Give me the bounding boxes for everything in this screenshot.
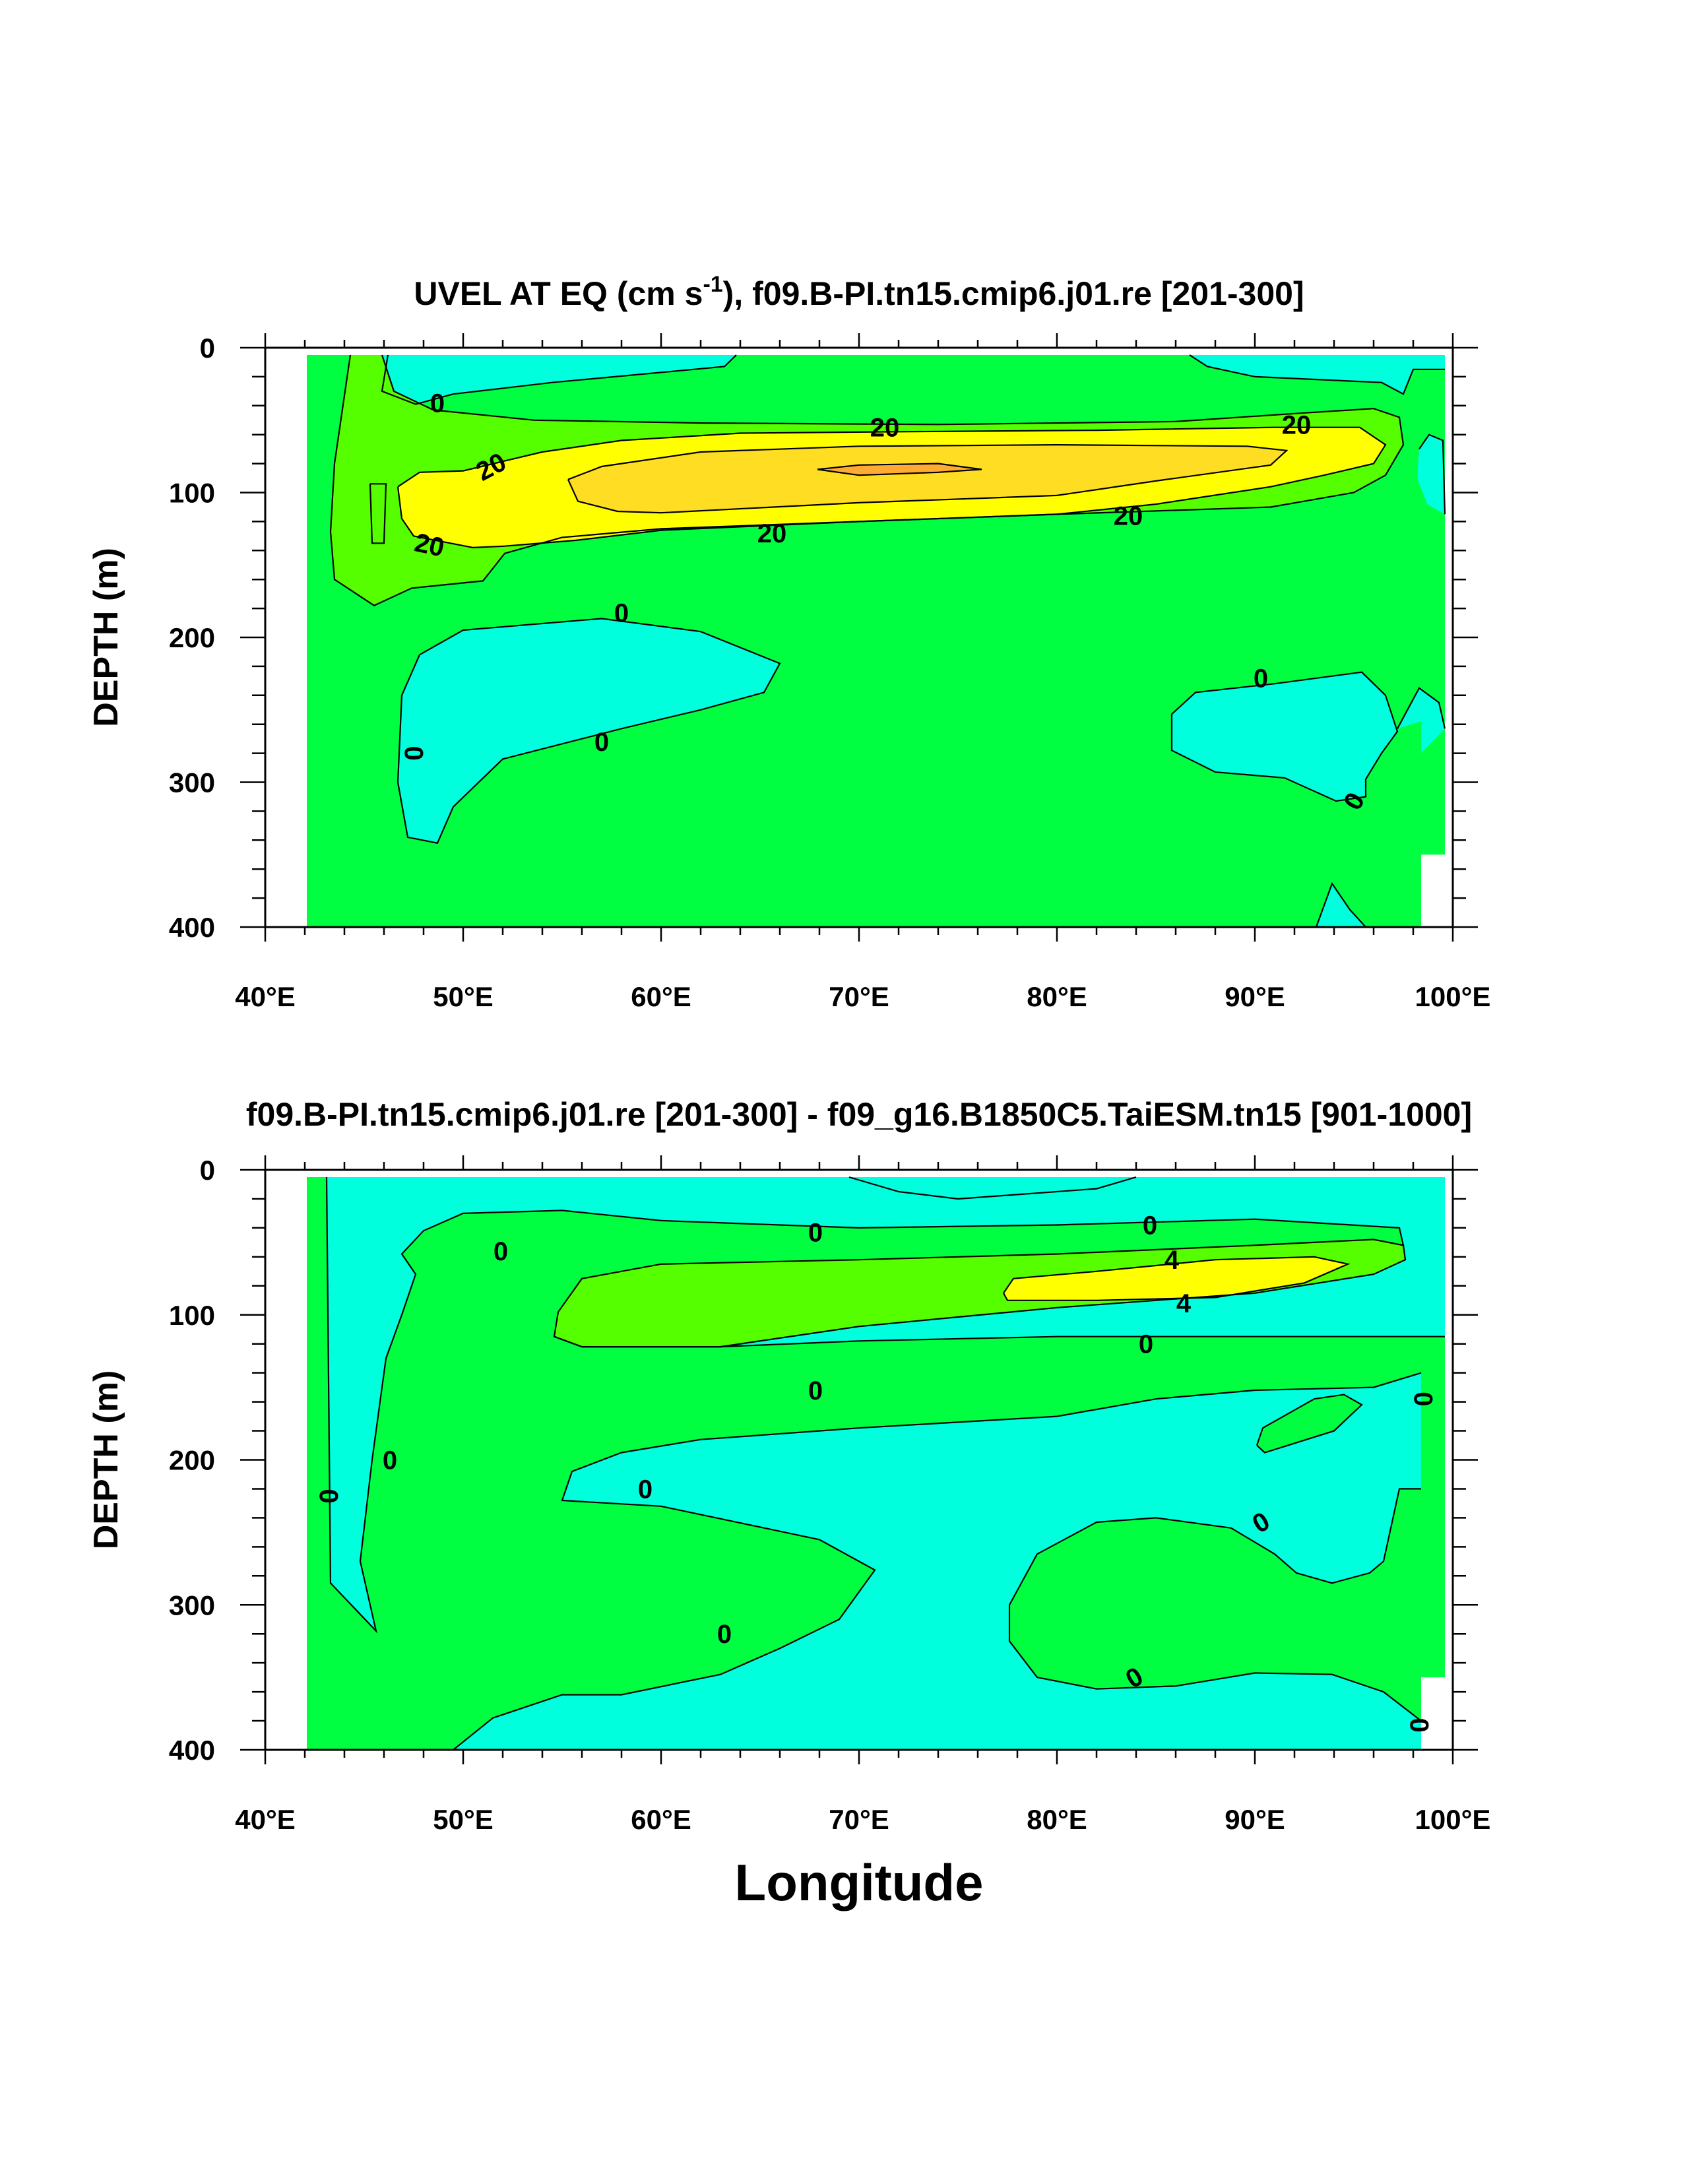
contour-line — [1397, 687, 1446, 729]
contour-label: 0 — [638, 1475, 653, 1504]
y-tick-label: 100 — [169, 1300, 215, 1331]
y-tick-label: 200 — [169, 622, 215, 653]
y-axis-label: DEPTH (m) — [87, 1370, 125, 1550]
y-tick-label: 100 — [169, 478, 215, 509]
contour-line — [397, 426, 1387, 549]
y-tick-label: 0 — [200, 333, 215, 364]
y-tick-label: 400 — [169, 912, 215, 943]
contour-label: 0 — [315, 1489, 344, 1503]
x-tick-label: 50°E — [433, 981, 494, 1012]
contour-fill-cyan — [1172, 672, 1397, 801]
contour-label: 0 — [1139, 1330, 1153, 1359]
contour-label: 0 — [1143, 1211, 1157, 1240]
contour-label: 0 — [383, 1446, 397, 1475]
x-axis-label: Longitude — [735, 1853, 984, 1911]
contour-line — [369, 483, 387, 544]
y-tick-label: 300 — [169, 767, 215, 798]
chart-title: UVEL AT EQ (cm s-1), f09.B-PI.tn15.cmip6… — [414, 272, 1304, 312]
contour-label: 0 — [1405, 1718, 1434, 1733]
contour-line — [1189, 354, 1445, 395]
contour-label: 0 — [1409, 1392, 1438, 1406]
contour-label: 4 — [1176, 1289, 1192, 1318]
contour-line — [817, 463, 982, 476]
y-tick-label: 0 — [200, 1155, 215, 1186]
x-tick-label: 70°E — [829, 1804, 889, 1835]
contour-line — [397, 618, 781, 844]
contour-fill-gold — [568, 445, 1287, 513]
contour-line — [1170, 671, 1399, 802]
x-tick-label: 60°E — [631, 981, 691, 1012]
contour-line — [1256, 1394, 1363, 1454]
x-tick-label: 90°E — [1225, 981, 1285, 1012]
contour-fill-lightgreen — [370, 484, 386, 544]
contour-label: 0 — [614, 599, 629, 628]
y-tick-label: 400 — [169, 1735, 215, 1766]
y-tick-label: 300 — [169, 1590, 215, 1621]
contour-line — [453, 1372, 1422, 1750]
x-tick-label: 100°E — [1415, 981, 1491, 1012]
contour-label: 0 — [717, 1620, 732, 1649]
x-tick-label: 100°E — [1415, 1804, 1491, 1835]
x-tick-label: 40°E — [235, 981, 296, 1012]
contour-label: 20 — [412, 528, 447, 562]
contour-line — [329, 354, 1405, 606]
contour-label: 20 — [870, 414, 900, 443]
x-tick-label: 60°E — [631, 1804, 691, 1835]
contour-line — [1418, 434, 1446, 515]
contour-label: 20 — [757, 519, 787, 548]
contour-line — [381, 354, 737, 405]
contour-fill-cyan — [1190, 355, 1445, 395]
x-tick-label: 80°E — [1027, 981, 1087, 1012]
x-tick-label: 40°E — [235, 1804, 296, 1835]
contour-label: 0 — [594, 728, 609, 757]
contour-fill-cyan — [849, 1177, 1136, 1199]
x-tick-label: 90°E — [1225, 1804, 1285, 1835]
contour-label: 20 — [1282, 410, 1312, 439]
y-tick-label: 200 — [169, 1445, 215, 1476]
panel-top: 0 20 20 20 20 20 200 0 0 0 0 40°E 50°E 60°E 70°E 80°E 90… — [87, 272, 1490, 1012]
contour-label: 0 — [400, 746, 429, 760]
contour-line — [1003, 1256, 1351, 1301]
contour-label: 0 — [494, 1237, 508, 1266]
contour-fill-green — [1257, 1394, 1362, 1453]
contour-label: 0 — [1254, 664, 1268, 693]
x-tick-label: 70°E — [829, 981, 889, 1012]
chart-title: f09.B-PI.tn15.cmip6.j01.re [201-300] - f… — [246, 1096, 1472, 1133]
contour-fill-orange — [817, 463, 982, 476]
contour-label: 0 — [808, 1376, 823, 1405]
contour-label: 0 — [430, 389, 445, 418]
x-tick-label: 50°E — [433, 1804, 494, 1835]
contour-line — [554, 1245, 1407, 1348]
contour-fill-cyan — [1397, 688, 1445, 754]
contour-fill-cyan — [398, 618, 780, 843]
contour-line — [1008, 1488, 1422, 1721]
contour-line — [1315, 882, 1366, 927]
contour-line — [848, 1176, 1137, 1200]
contour-fill-cyan — [1417, 434, 1445, 515]
y-axis-label: DEPTH (m) — [87, 548, 125, 727]
contour-label: 0 — [808, 1218, 823, 1247]
contour-line — [567, 443, 1289, 514]
contour-label: 20 — [1114, 502, 1143, 531]
x-tick-label: 80°E — [1027, 1804, 1087, 1835]
contour-label: 4 — [1164, 1246, 1180, 1275]
